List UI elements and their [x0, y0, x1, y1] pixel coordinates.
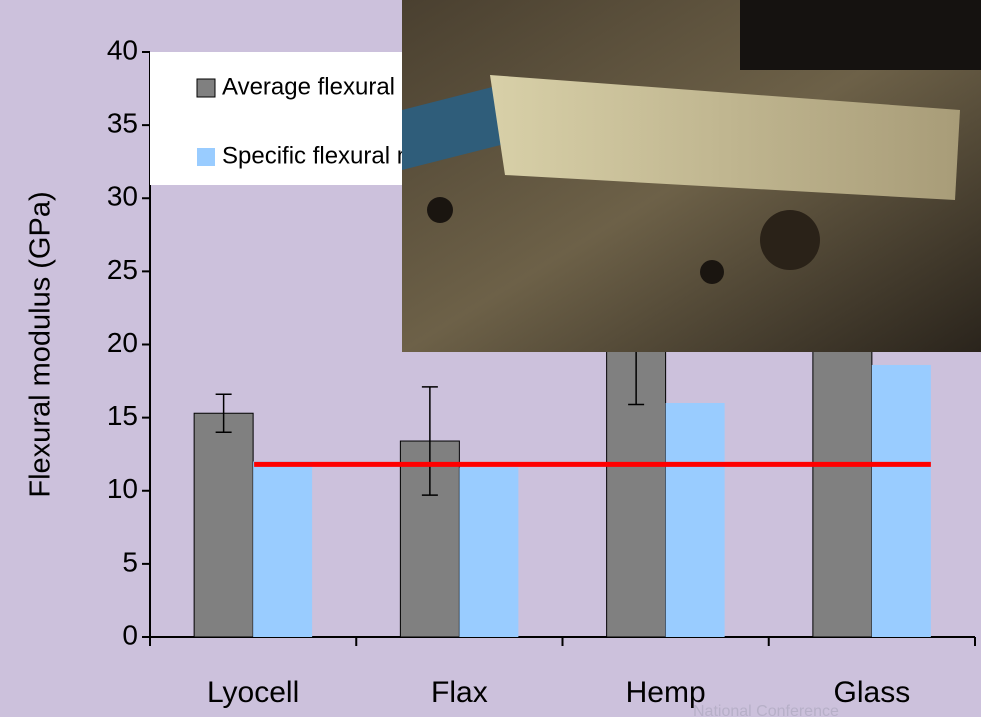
- y-axis-label: Flexural modulus (GPa): [25, 191, 57, 497]
- photo-hole: [427, 197, 453, 223]
- y-tick-label: 10: [107, 473, 138, 504]
- y-tick-label: 35: [107, 108, 138, 139]
- y-tick-label: 20: [107, 327, 138, 358]
- y-tick-label: 25: [107, 254, 138, 285]
- legend-swatch: [197, 148, 215, 166]
- bar: [459, 467, 518, 637]
- bar: [194, 413, 253, 637]
- y-tick-label: 0: [122, 619, 138, 650]
- x-tick-label: Flax: [431, 676, 488, 709]
- footer: National Conference: [693, 703, 839, 717]
- bar: [253, 462, 312, 638]
- photo-hole: [700, 260, 724, 284]
- x-tick-label: Lyocell: [207, 676, 299, 709]
- chart: 0 5 10 15 20 25 30 35 40 Flexural modulus (GPa) Ly…: [0, 0, 981, 717]
- y-tick-label: 40: [107, 34, 138, 65]
- bar: [872, 365, 931, 637]
- bar: [666, 403, 725, 637]
- y-tick-label: 15: [107, 400, 138, 431]
- y-tick-label: 30: [107, 181, 138, 212]
- y-tick-label: 5: [122, 546, 138, 577]
- photo-hole: [760, 210, 820, 270]
- legend-swatch: [197, 79, 215, 97]
- page: 0 5 10 15 20 25 30 35 40 Flexural modulus (GPa) Ly…: [0, 0, 981, 717]
- photo-dark: [740, 0, 981, 70]
- photo: [402, 0, 981, 352]
- x-tick-label: Glass: [834, 676, 911, 709]
